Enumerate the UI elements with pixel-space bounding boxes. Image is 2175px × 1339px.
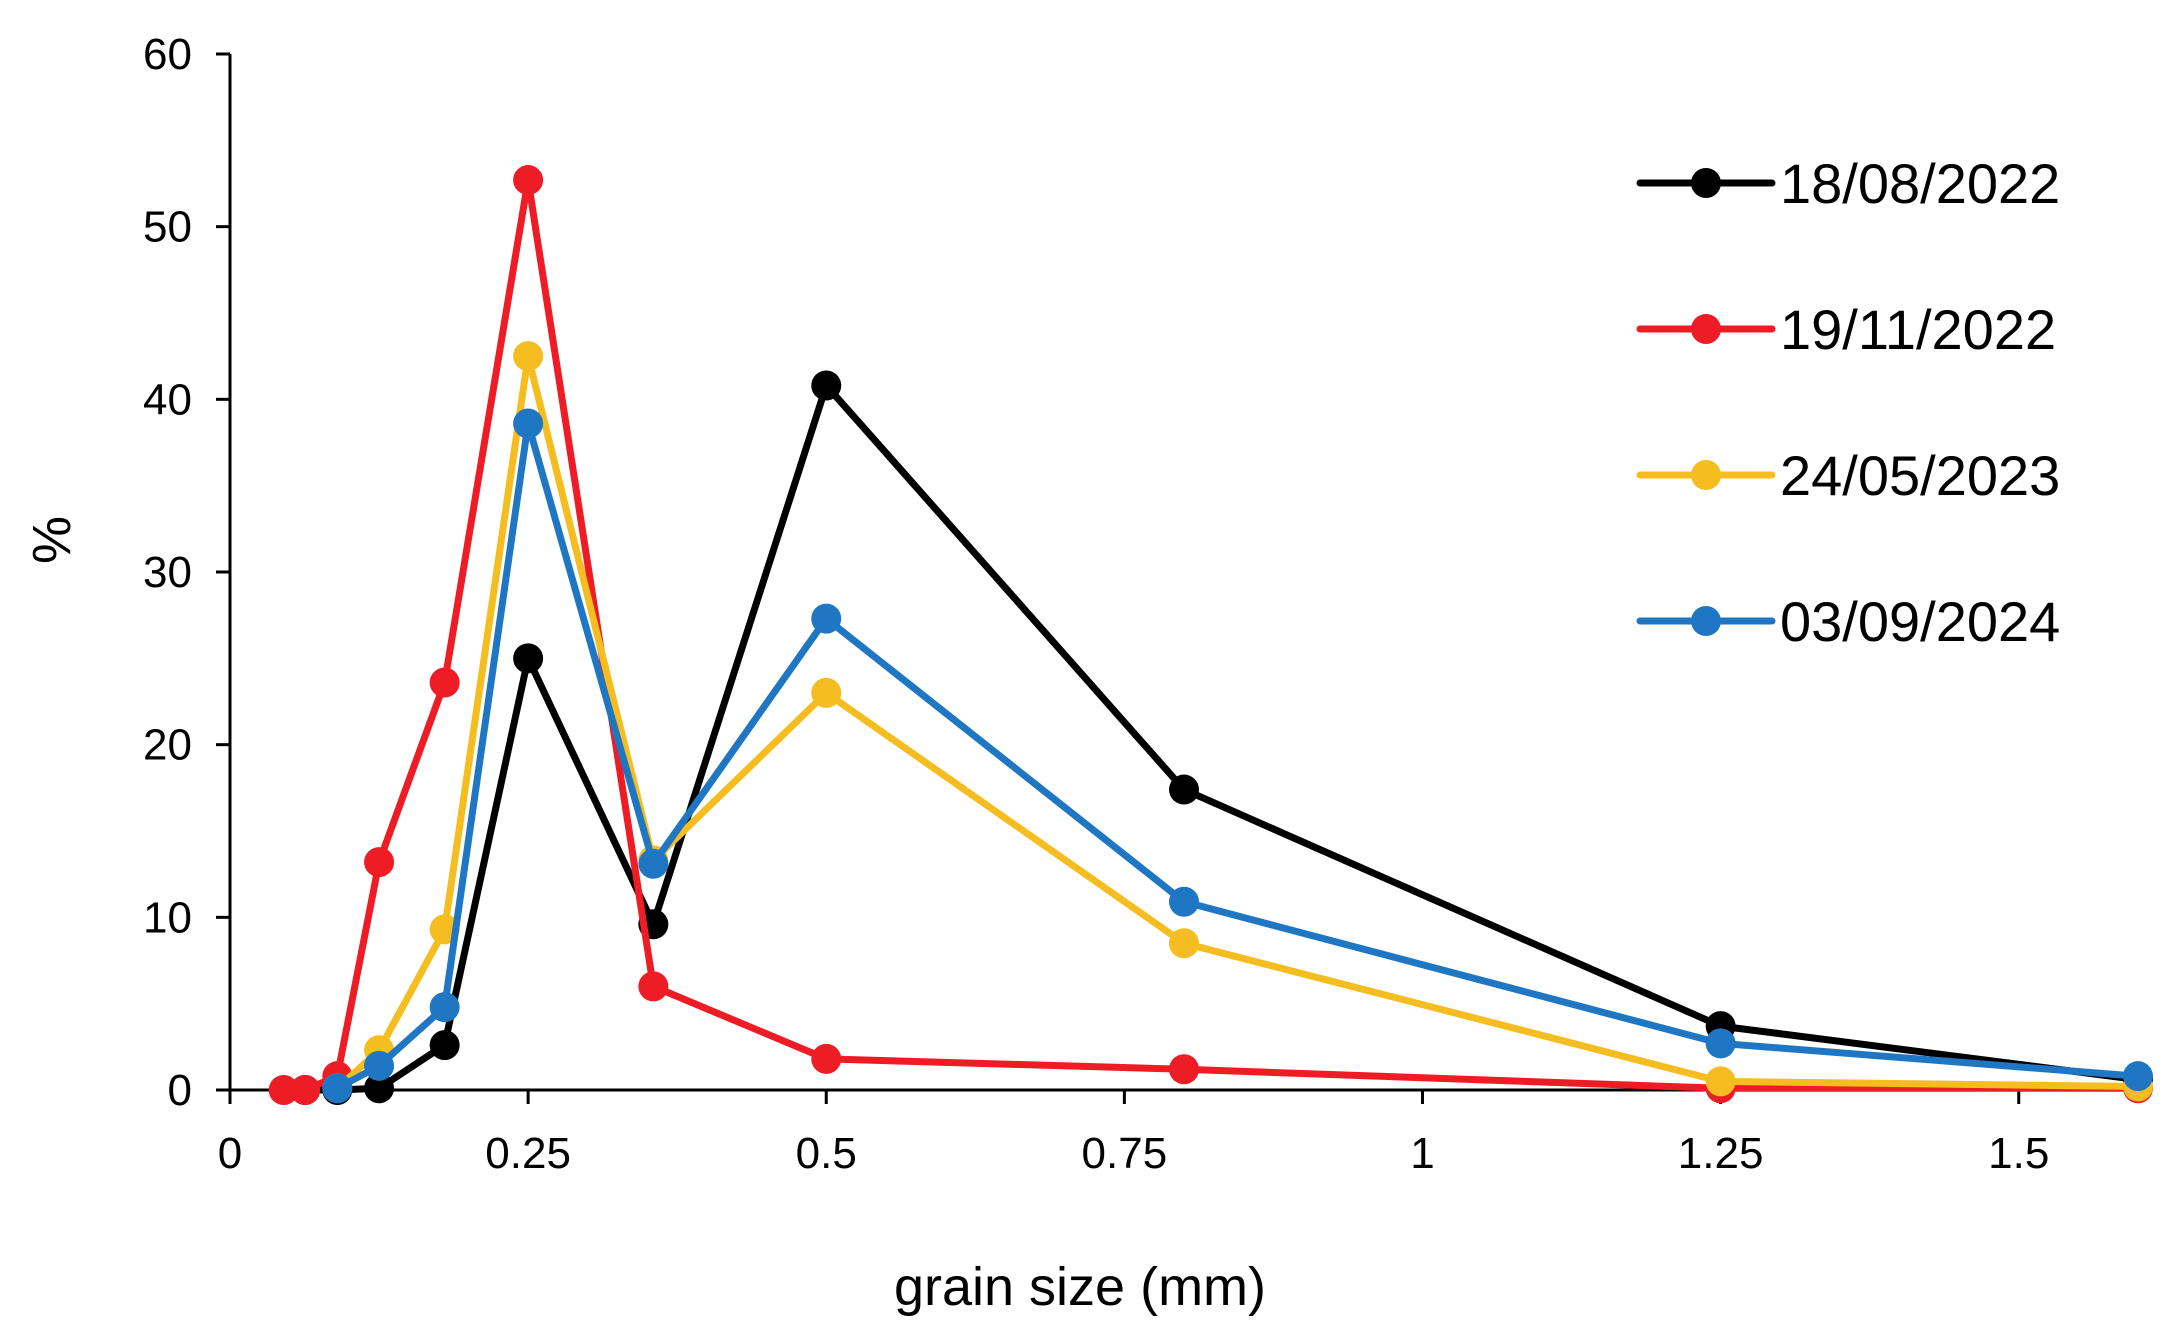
data-point xyxy=(811,677,842,708)
legend: 18/08/2022 19/11/2022 24/05/2023 03/09/2024 xyxy=(1636,152,2060,653)
legend-marker xyxy=(1691,168,1721,198)
legend-label: 24/05/2023 xyxy=(1780,444,2060,507)
data-point xyxy=(811,603,842,634)
series-line xyxy=(333,420,2142,1092)
data-point xyxy=(268,1075,299,1105)
data-point xyxy=(1169,774,1199,805)
data-point xyxy=(811,370,842,401)
legend-label: 19/11/2022 xyxy=(1780,298,2056,361)
series-group xyxy=(322,408,2153,1104)
y-tick-label: 10 xyxy=(143,893,192,942)
data-point xyxy=(513,341,544,372)
y-tick-label: 50 xyxy=(143,203,192,252)
data-point xyxy=(638,848,669,879)
x-tick-label: 1.25 xyxy=(1678,1129,1764,1178)
y-tick-label: 20 xyxy=(143,721,192,770)
data-point xyxy=(429,667,460,698)
data-point xyxy=(364,1050,395,1081)
x-tick-label: 0.75 xyxy=(1082,1129,1168,1178)
legend-item: 19/11/2022 xyxy=(1636,298,2056,361)
y-tick-label: 60 xyxy=(143,30,192,79)
data-point xyxy=(638,971,669,1002)
data-point xyxy=(2123,1061,2153,1092)
x-tick-label: 0 xyxy=(218,1129,242,1178)
x-tick-label: 1.5 xyxy=(1988,1129,2049,1178)
data-point xyxy=(364,847,395,878)
x-axis-title: grain size (mm) xyxy=(894,1257,1266,1317)
x-tick-label: 1 xyxy=(1410,1129,1434,1178)
data-point xyxy=(290,1075,321,1105)
data-point xyxy=(513,643,544,674)
data-point xyxy=(1169,1054,1199,1085)
y-tick-label: 30 xyxy=(143,548,192,597)
data-point xyxy=(1169,886,1199,917)
data-point xyxy=(513,165,544,196)
x-axis-ticks: 0 0.25 0.5 0.75 1 1.25 1.5 xyxy=(218,1090,2049,1178)
data-point xyxy=(429,992,460,1023)
legend-label: 18/08/2022 xyxy=(1780,152,2060,215)
legend-item: 18/08/2022 xyxy=(1636,152,2060,215)
data-point xyxy=(1169,928,1199,959)
data-point xyxy=(513,408,544,439)
legend-marker xyxy=(1691,314,1721,344)
y-tick-label: 40 xyxy=(143,375,192,424)
x-tick-label: 0.5 xyxy=(796,1129,857,1178)
legend-item: 24/05/2023 xyxy=(1636,444,2060,507)
y-axis-title: % xyxy=(22,516,82,564)
legend-marker xyxy=(1691,460,1721,490)
data-point xyxy=(429,1030,460,1061)
legend-marker xyxy=(1691,606,1721,636)
data-point xyxy=(811,1043,842,1074)
legend-label: 03/09/2024 xyxy=(1780,590,2060,653)
y-tick-label: 0 xyxy=(168,1066,192,1115)
legend-item: 03/09/2024 xyxy=(1636,590,2060,653)
x-tick-label: 0.25 xyxy=(485,1129,571,1178)
data-point xyxy=(364,1073,395,1104)
data-point xyxy=(1705,1066,1736,1097)
series-layer xyxy=(268,165,2153,1105)
y-axis-ticks: 0 10 20 30 40 50 60 xyxy=(143,30,230,1115)
data-point xyxy=(322,1073,353,1104)
series-line xyxy=(301,382,2142,1094)
data-point xyxy=(1705,1028,1736,1059)
